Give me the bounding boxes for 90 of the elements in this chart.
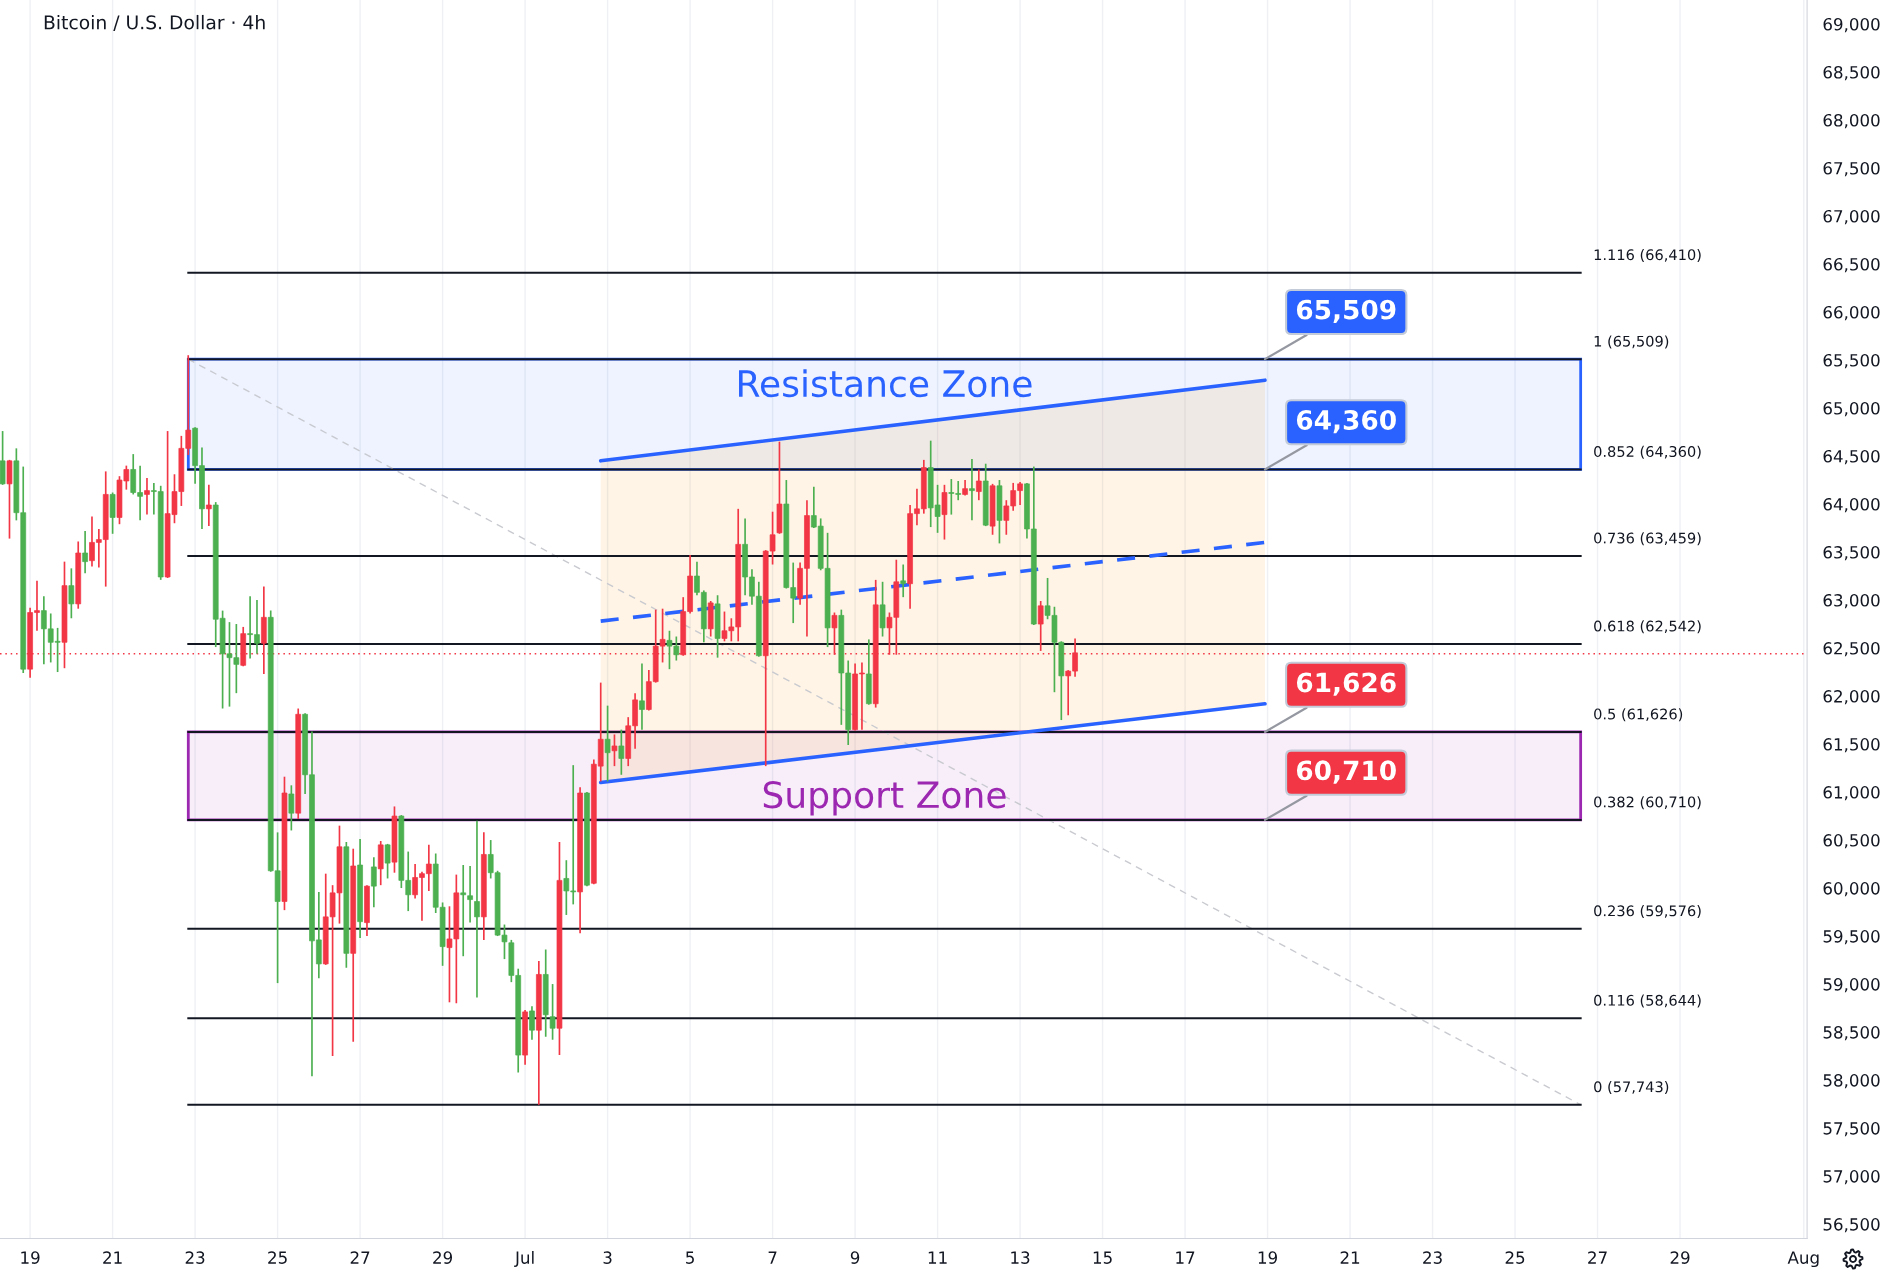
- annotation: 65,509: [1296, 299, 1396, 323]
- x-tick-label: 23: [185, 1251, 205, 1264]
- ref-line-label: 0.5 (61,626): [1594, 708, 1683, 722]
- y-tick-label: 67,000: [1823, 209, 1880, 225]
- candlestick: [976, 468, 982, 502]
- candlestick: [206, 483, 212, 527]
- candlestick: [1037, 600, 1044, 652]
- x-tick-label: 13: [1011, 1251, 1030, 1264]
- y-tick-label: 58,500: [1823, 1026, 1880, 1041]
- candlestick: [529, 1005, 535, 1041]
- candlestick: [941, 483, 948, 541]
- y-tick-label: 60,500: [1823, 834, 1880, 849]
- ref-line-label: 1.116 (66,410): [1594, 248, 1701, 262]
- x-tick-label: 25: [1505, 1251, 1525, 1264]
- candlestick: [460, 864, 467, 958]
- x-tick-label: 5: [686, 1251, 694, 1264]
- x-tick-label: 11: [928, 1251, 947, 1264]
- text: Bitcoin / U.S. Dollar · 4h: [44, 14, 265, 31]
- y-tick-label: 69,000: [1823, 17, 1880, 33]
- y-tick-label: 59,500: [1823, 930, 1880, 945]
- ref-line-label: 0.736 (63,459): [1594, 532, 1701, 546]
- annotation: 64,360: [1296, 409, 1396, 434]
- candlestick: [0, 430, 6, 486]
- x-tick-label: 7: [768, 1251, 777, 1264]
- ref-line-label: 0.852 (64,360): [1594, 445, 1701, 459]
- x-tick-label: 23: [1423, 1251, 1442, 1264]
- x-tick-label: 17: [1176, 1251, 1195, 1264]
- ref-line-label: 0 (57,743): [1594, 1081, 1669, 1095]
- y-tick-label: 65,000: [1823, 401, 1880, 417]
- annotation: 60,710: [1296, 760, 1396, 784]
- candlestick: [474, 820, 480, 999]
- y-tick-label: 61,000: [1823, 786, 1880, 801]
- y-tick-label: 68,000: [1823, 113, 1880, 129]
- ref-line-label: 0.116 (58,644): [1594, 994, 1701, 1008]
- candlestick: [68, 567, 75, 620]
- x-tick-label: 19: [21, 1251, 40, 1264]
- y-tick-label: 66,500: [1823, 257, 1880, 273]
- candlestick: [144, 477, 150, 516]
- x-tick-label: Aug: [1787, 1251, 1819, 1268]
- candlestick: [969, 458, 975, 522]
- y-tick-label: 65,500: [1823, 353, 1880, 369]
- candlestick: [549, 983, 556, 1041]
- band-label: Resistance Zone: [739, 369, 1032, 398]
- x-tick-label: 27: [1588, 1251, 1607, 1264]
- candlestick: [384, 843, 391, 880]
- candlestick: [604, 704, 611, 783]
- x-tick-label: 27: [350, 1251, 370, 1264]
- y-tick-label: 59,000: [1823, 978, 1880, 993]
- ref-line-label: 0.618 (62,542): [1594, 620, 1701, 634]
- y-tick-label: 57,000: [1823, 1170, 1880, 1185]
- candlestick: [879, 580, 886, 638]
- y-tick-label: 56,500: [1823, 1218, 1880, 1233]
- x-tick-label: 29: [433, 1251, 453, 1264]
- x-tick-label: 19: [1258, 1251, 1277, 1264]
- x-tick-label: 29: [1670, 1251, 1690, 1264]
- band-label: Support Zone: [763, 781, 1006, 816]
- x-tick-label: 3: [603, 1251, 612, 1264]
- x-tick-label: 15: [1093, 1251, 1112, 1264]
- candlestick: [6, 459, 13, 540]
- y-tick-label: 58,000: [1823, 1074, 1880, 1089]
- ref-line-label: 1 (65,509): [1594, 335, 1669, 349]
- y-tick-label: 67,500: [1823, 161, 1880, 177]
- candlestick: [611, 733, 618, 767]
- y-tick-label: 60,000: [1823, 882, 1880, 897]
- y-tick-label: 68,500: [1823, 65, 1880, 81]
- y-tick-label: 64,500: [1823, 449, 1880, 465]
- x-tick-label: Jul: [514, 1250, 534, 1267]
- candlestick: [639, 662, 645, 731]
- x-tick-label: 25: [268, 1251, 287, 1264]
- x-tick-label: 9: [850, 1251, 860, 1264]
- y-tick-label: 62,000: [1823, 690, 1880, 705]
- y-tick-label: 63,500: [1823, 546, 1880, 561]
- ref-line-label: 0.236 (59,576): [1594, 905, 1701, 919]
- y-tick-label: 61,500: [1823, 738, 1880, 753]
- candlestick: [371, 856, 377, 909]
- candlestick: [900, 563, 907, 598]
- candlestick: [82, 530, 88, 574]
- y-tick-label: 64,000: [1823, 497, 1880, 513]
- ref-line-label: 0.382 (60,710): [1594, 796, 1701, 810]
- x-tick-label: 21: [1340, 1251, 1360, 1264]
- candlestick: [288, 784, 295, 832]
- y-tick-label: 57,500: [1823, 1122, 1880, 1137]
- candlestick: [109, 491, 116, 535]
- candlestick: [618, 728, 625, 776]
- x-tick-label: 21: [103, 1251, 122, 1264]
- y-tick-label: 66,000: [1823, 305, 1880, 321]
- annotation: 61,626: [1296, 672, 1396, 696]
- candlestick: [467, 865, 473, 924]
- y-tick-label: 63,000: [1823, 594, 1880, 609]
- y-tick-label: 62,500: [1823, 642, 1880, 657]
